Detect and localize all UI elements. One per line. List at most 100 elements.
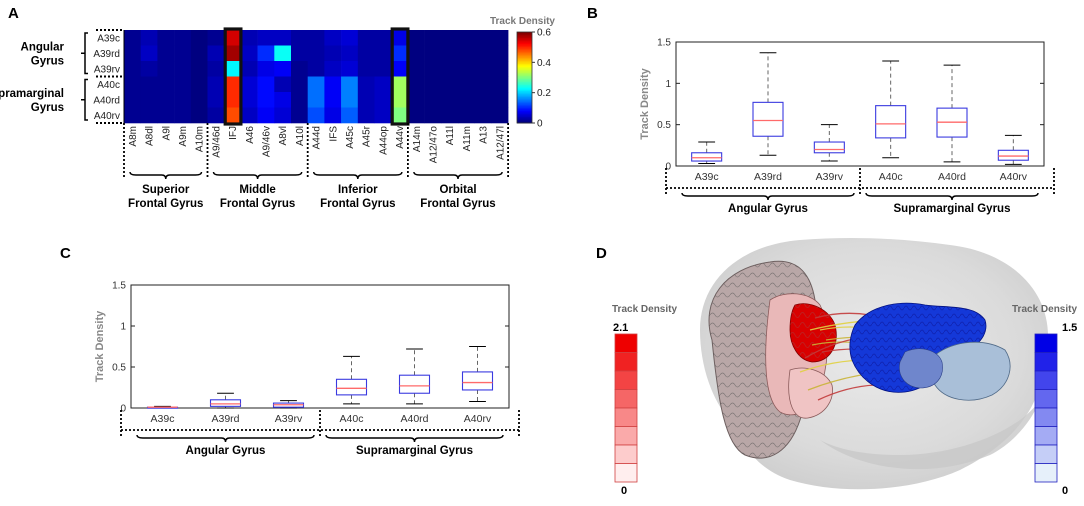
column-group-label: Orbital — [439, 184, 476, 196]
colorbar-segment — [517, 115, 532, 118]
heatmap-cell — [391, 30, 409, 46]
heatmap-cell — [491, 76, 509, 93]
heatmap-cell — [458, 107, 475, 124]
panel-c-boxplot: 0 0.5 1 1.5 Track Density A39c A39rd A39rv A40c A… — [94, 281, 520, 457]
heatmap-cell — [491, 30, 509, 46]
colorbar-segment — [517, 85, 532, 88]
heatmap-cell — [357, 61, 375, 77]
colorbar-segment — [517, 113, 532, 116]
heatmap-cell — [424, 45, 442, 62]
heatmap-cell — [140, 30, 158, 46]
right-scale-swatch — [1034, 444, 1058, 464]
x-tick-label: A40rd — [400, 413, 428, 425]
heatmap-cell — [190, 61, 208, 77]
column-label: A14m — [412, 126, 423, 152]
column-label: A9/46v — [261, 126, 272, 157]
heatmap-cell — [391, 76, 409, 93]
heatmap-cell — [124, 107, 141, 124]
colorbar-segment — [517, 94, 532, 97]
column-label: A45c — [345, 126, 356, 149]
x-tick-label: A39c — [695, 171, 719, 183]
colorbar-segment — [517, 83, 532, 86]
heatmap-cell — [324, 61, 342, 77]
heatmap-cell — [257, 45, 275, 62]
left-scale-swatch — [614, 426, 638, 446]
y-tick-label: 1 — [665, 79, 671, 90]
heatmap-cell — [474, 107, 492, 124]
heatmap-cell — [274, 61, 292, 77]
column-label: A8dl — [145, 126, 156, 146]
column-group-label: Inferior — [338, 184, 378, 196]
heatmap-cell — [458, 30, 475, 46]
heatmap-cell — [441, 45, 459, 62]
heatmap-cell — [341, 107, 359, 124]
heatmap-cell — [240, 45, 258, 62]
heatmap-cell — [174, 92, 192, 108]
heatmap-cell — [207, 107, 225, 124]
heatmap-cell — [474, 61, 492, 77]
left-scale-swatch — [614, 407, 638, 427]
y-tick-label: 0 — [120, 404, 126, 415]
heatmap-cell — [407, 61, 425, 77]
heatmap-cell — [224, 92, 242, 108]
right-colour-scale — [1034, 333, 1058, 483]
heatmap-cell — [240, 61, 258, 77]
heatmap-cell — [124, 45, 141, 62]
heatmap-cell — [341, 61, 359, 77]
group-label: Angular Gyrus — [186, 445, 266, 457]
heatmap-cell — [474, 76, 492, 93]
heatmap-cell — [190, 45, 208, 62]
colorbar-segment — [517, 106, 532, 109]
heatmap-cell — [224, 61, 242, 77]
column-label: A9m — [178, 126, 189, 147]
left-scale-swatch — [614, 444, 638, 464]
column-group-bracket — [313, 171, 403, 180]
heatmap-cell — [441, 30, 459, 46]
heatmap-cell — [407, 76, 425, 93]
heatmap-cell — [240, 92, 258, 108]
colorbar-segment — [517, 92, 532, 95]
group-bracket — [681, 192, 855, 201]
heatmap-cell — [458, 61, 475, 77]
highlight-box — [390, 27, 410, 126]
colorbar-segment — [517, 69, 532, 72]
heatmap-cell — [424, 107, 442, 124]
column-label: A10m — [195, 126, 206, 152]
heatmap-cell — [374, 30, 392, 46]
colorbar-segment — [517, 86, 532, 89]
column-label: A10l — [295, 126, 306, 146]
group-bracket — [865, 192, 1039, 201]
x-tick-label: A40c — [340, 413, 364, 425]
column-label: IFJ — [228, 126, 239, 140]
right-scale-swatch — [1034, 389, 1058, 409]
colorbar-frame — [516, 31, 533, 124]
panel-c-letter: C — [60, 245, 71, 262]
heatmap-cell — [474, 45, 492, 62]
heatmap-cell — [190, 92, 208, 108]
y-tick-label: 0 — [665, 162, 671, 173]
colorbar-segment — [517, 33, 532, 36]
colorbar-segment — [517, 56, 532, 59]
colorbar-segment — [517, 103, 532, 106]
heatmap-cell — [307, 92, 325, 108]
heatmap-cell — [307, 61, 325, 77]
column-label: A13 — [479, 126, 490, 144]
heatmap-cell — [157, 30, 175, 46]
column-group-label: Middle — [239, 184, 275, 196]
colorbar-segment — [517, 54, 532, 57]
left-scale-swatch — [614, 352, 638, 372]
heatmap-cell — [307, 107, 325, 124]
heatmap-cell — [257, 30, 275, 46]
right-scale-title: Track Density — [1012, 304, 1077, 315]
y-tick-label: 1.5 — [112, 281, 126, 292]
colorbar-segment — [517, 51, 532, 54]
heatmap-cell — [407, 107, 425, 124]
colorbar-segment — [517, 107, 532, 110]
heatmap-cell — [424, 76, 442, 93]
heatmap-cell — [458, 76, 475, 93]
heatmap-cell — [491, 107, 509, 124]
colorbar-segment — [517, 65, 532, 68]
heatmap-cell — [458, 92, 475, 108]
heatmap-cell — [324, 92, 342, 108]
